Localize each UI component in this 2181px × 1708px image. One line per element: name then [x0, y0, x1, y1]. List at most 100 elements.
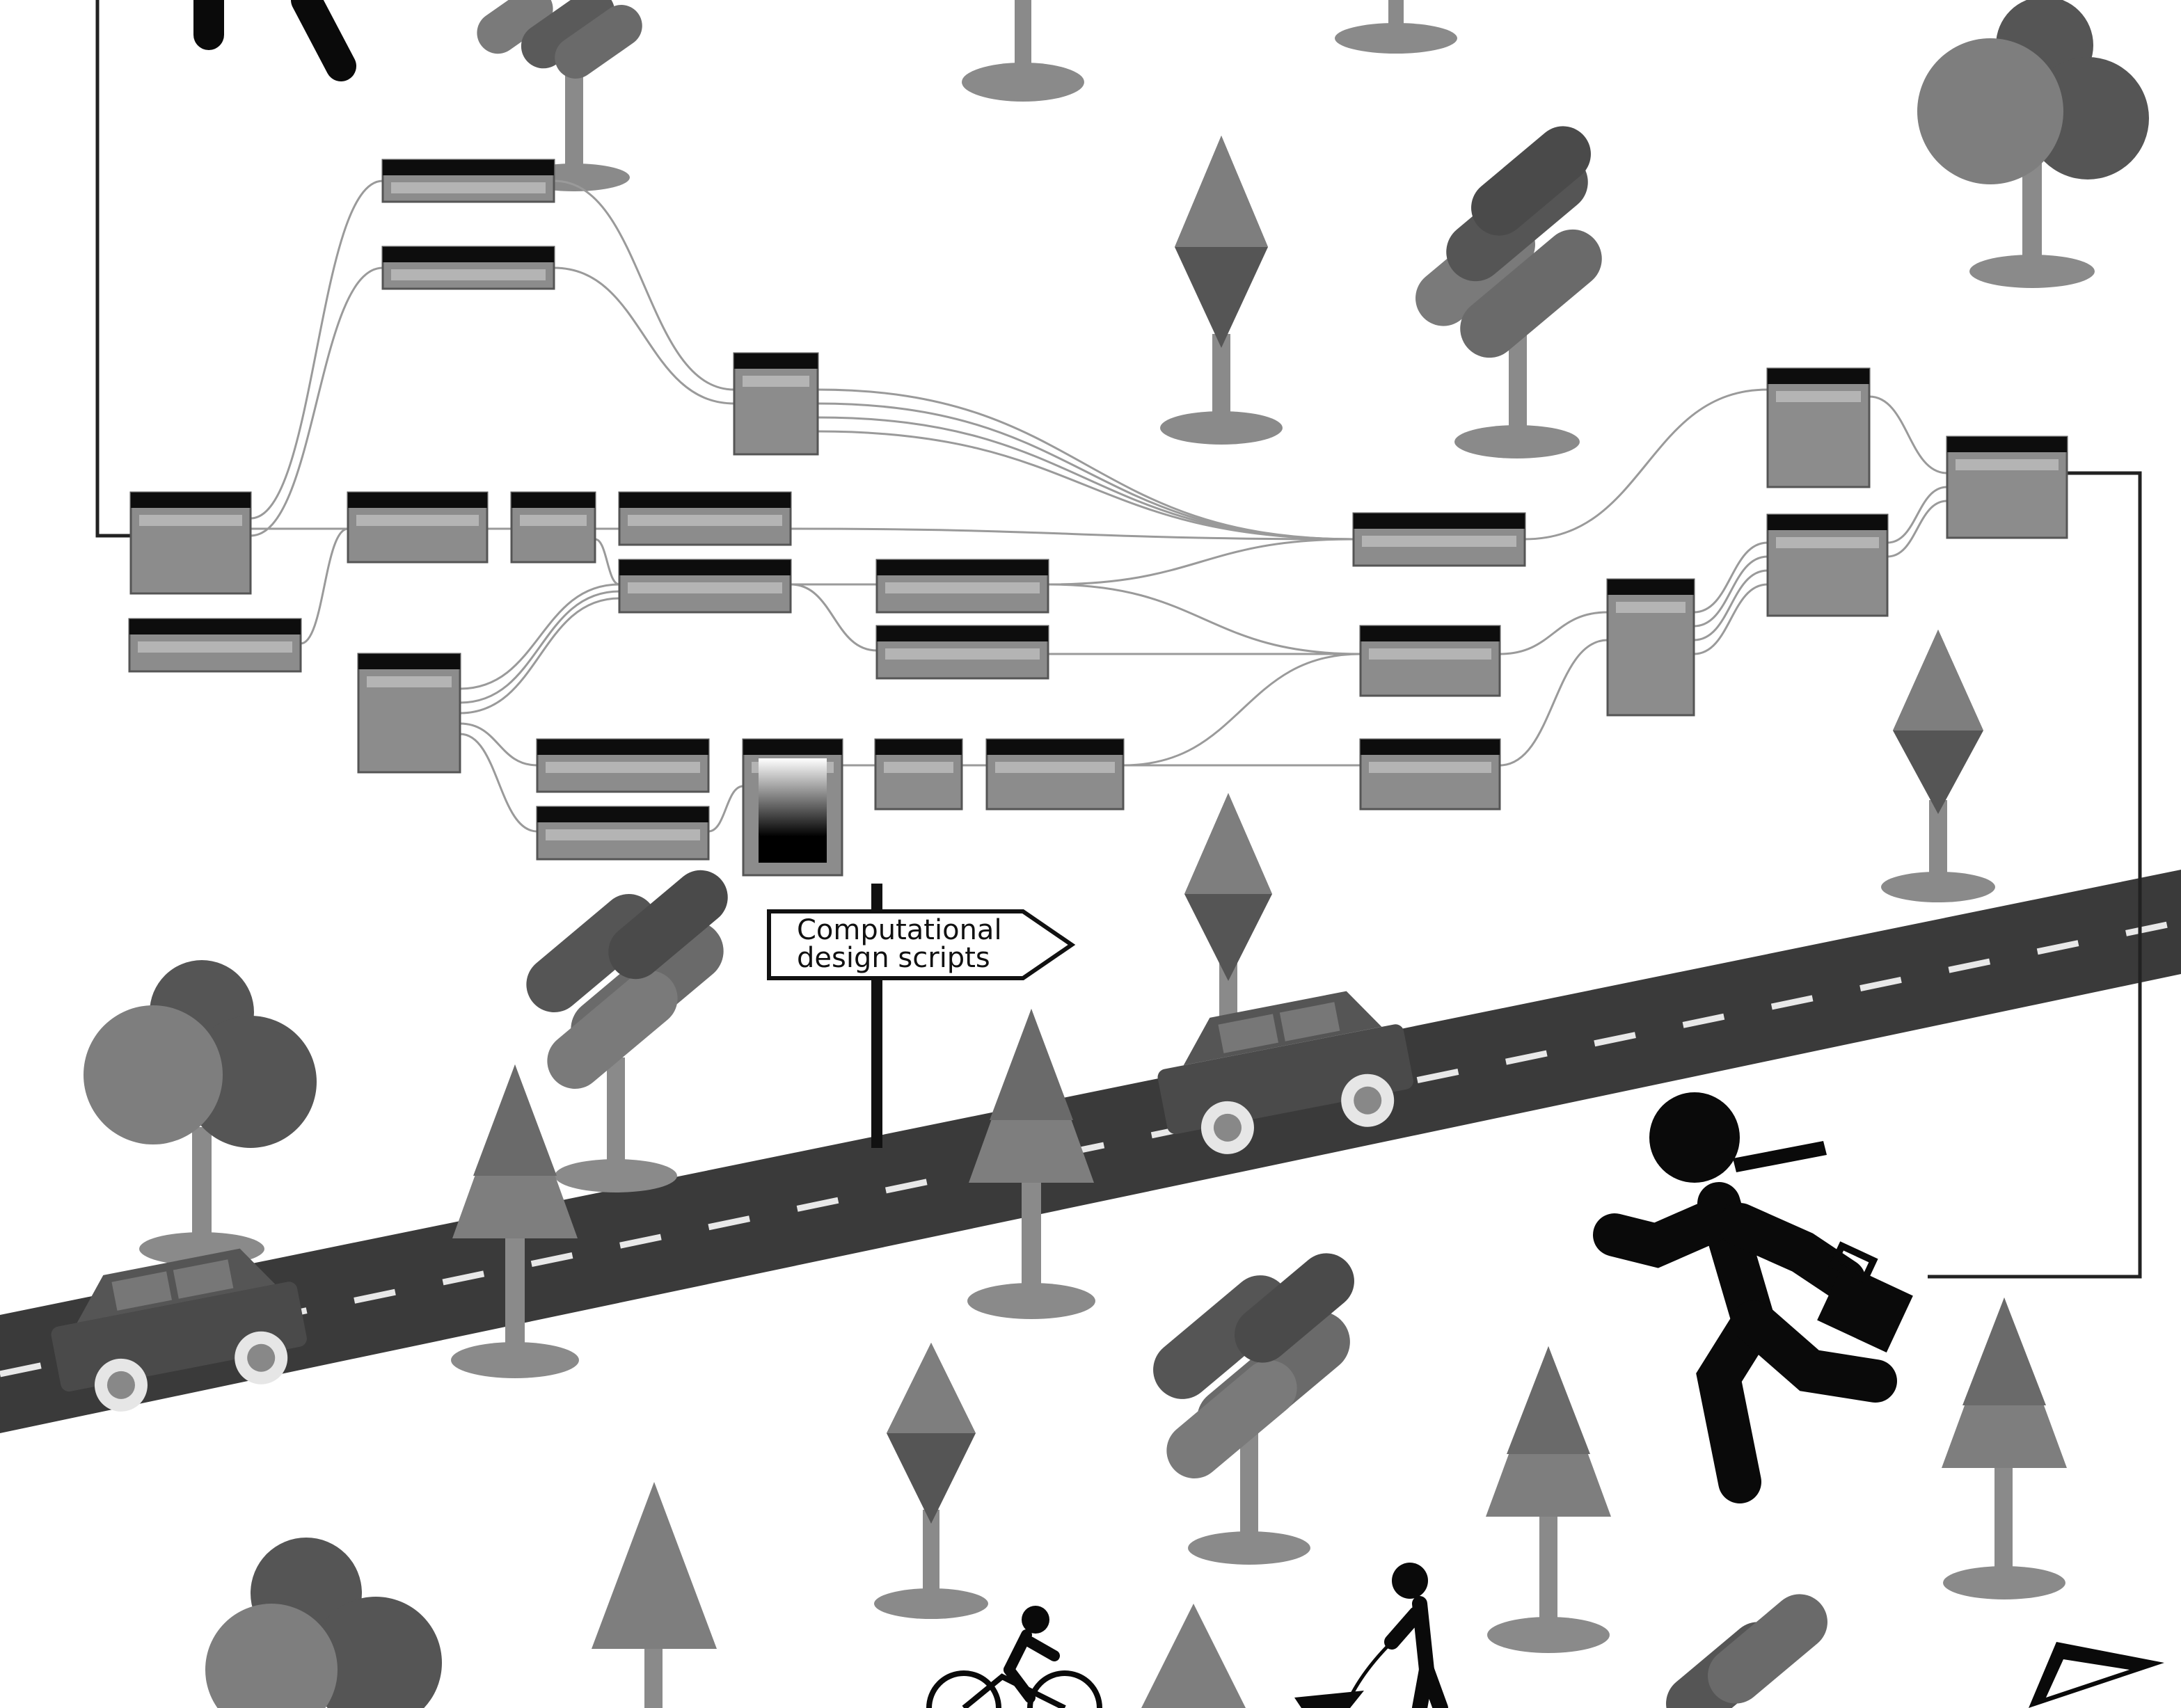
graph-node-header: [875, 740, 962, 755]
graph-node-field: [1369, 648, 1491, 660]
walking-figure-partial: [193, 0, 356, 81]
car-icon: [51, 1248, 307, 1412]
graph-node-header: [1354, 513, 1525, 529]
graph-node: [1946, 436, 2068, 539]
node-wire: [1524, 388, 1768, 541]
node-wire: [1047, 583, 1361, 655]
node-wire: [790, 583, 878, 652]
graph-node-header: [743, 740, 842, 755]
graph-node-body: [1766, 513, 1889, 617]
dog-walker-icon: [1294, 1563, 1448, 1708]
graph-node-header: [358, 654, 460, 669]
gradient-preview: [759, 758, 827, 863]
graph-node-field: [1776, 537, 1879, 548]
graph-node: [875, 625, 1049, 680]
blob-tree-icon: [526, 870, 728, 1192]
graph-node-header: [734, 353, 818, 369]
graph-node-field: [1776, 391, 1861, 402]
graph-node-field: [546, 762, 700, 773]
graph-node-field: [367, 676, 452, 687]
graph-node-field: [391, 269, 546, 280]
graph-node-field: [1362, 536, 1516, 547]
kite-icon: [2029, 1642, 2164, 1708]
graph-node-field: [884, 762, 953, 773]
graph-node: [1766, 513, 1889, 617]
graph-node: [381, 159, 555, 203]
graph-node-field: [885, 582, 1040, 593]
graph-node: [985, 738, 1125, 811]
graph-node-field: [1369, 762, 1491, 773]
node-wire: [708, 785, 744, 833]
node-wire: [817, 388, 1354, 541]
graph-node-header: [348, 493, 487, 508]
graph-node-field: [628, 515, 782, 526]
graph-node-header: [131, 493, 251, 508]
diamond-tree-icon: [1160, 136, 1283, 445]
node-wire: [250, 266, 383, 537]
wires: [250, 179, 1948, 833]
graph-node: [510, 491, 596, 564]
graph-node: [874, 738, 963, 811]
graph-node-field: [546, 829, 700, 840]
graph-node-header: [619, 560, 791, 575]
graph-node-header: [383, 247, 554, 262]
node-wire: [1047, 538, 1354, 586]
graph-node: [1352, 512, 1526, 567]
graph-node: [1359, 625, 1501, 697]
pine-tree-icon: [592, 1482, 717, 1708]
graph-node: [875, 559, 1049, 614]
node-wire: [459, 733, 538, 833]
node-wire: [1869, 395, 1948, 474]
graph-node-body: [1946, 436, 2068, 539]
nodes: [128, 159, 2068, 877]
node-wire: [817, 430, 1354, 541]
graph-node-field: [1956, 459, 2059, 470]
node-wire: [300, 527, 349, 645]
graph-node: [347, 491, 489, 564]
pine-tree-icon: [1942, 1298, 2067, 1599]
graph-node-header: [877, 560, 1048, 575]
graph-node-header: [987, 740, 1123, 755]
car-icon: [1157, 991, 1413, 1154]
graph-node: [381, 246, 555, 290]
graph-node: [1606, 578, 1695, 717]
node-wire: [1123, 653, 1361, 767]
graph-node: [618, 559, 792, 614]
graph-node-field: [391, 182, 546, 193]
graph-node-header: [1608, 580, 1694, 595]
graph-node-header: [877, 626, 1048, 641]
node-wire: [1887, 486, 1948, 544]
node-wire: [553, 266, 735, 405]
node-wire: [1499, 611, 1608, 655]
graph-node: [733, 352, 819, 456]
node-wire: [459, 590, 620, 704]
graph-node-header: [383, 160, 554, 175]
trees: [84, 0, 2149, 1266]
round-tree-icon: [205, 1538, 442, 1708]
graph-node-field: [885, 648, 1040, 660]
graph-node: [536, 738, 710, 793]
round-tree-icon: [84, 960, 317, 1266]
graph-node-header: [129, 619, 301, 634]
node-wire: [1499, 639, 1608, 767]
briefcase-icon: [1817, 1241, 1913, 1353]
pine-tree-icon: [1486, 1346, 1611, 1653]
graph-node-header: [537, 807, 708, 822]
diamond-tree-icon: [1335, 0, 1457, 54]
graph-node-field: [743, 376, 809, 387]
node-wire: [459, 583, 620, 690]
graph-node: [357, 653, 461, 774]
node-graph: [128, 159, 2068, 877]
graph-node-header: [1768, 369, 1869, 384]
node-wire: [1693, 541, 1768, 614]
blob-tree-icon: [1415, 126, 1602, 458]
graph-node-field: [356, 515, 479, 526]
cyclist-icon: [926, 1606, 1102, 1708]
pine-tree-icon: [967, 1009, 1095, 1319]
node-wire: [250, 179, 383, 520]
road: [0, 870, 2181, 1433]
graph-node: [618, 491, 792, 546]
graph-node-header: [1361, 626, 1500, 641]
graph-node: [1766, 367, 1871, 488]
